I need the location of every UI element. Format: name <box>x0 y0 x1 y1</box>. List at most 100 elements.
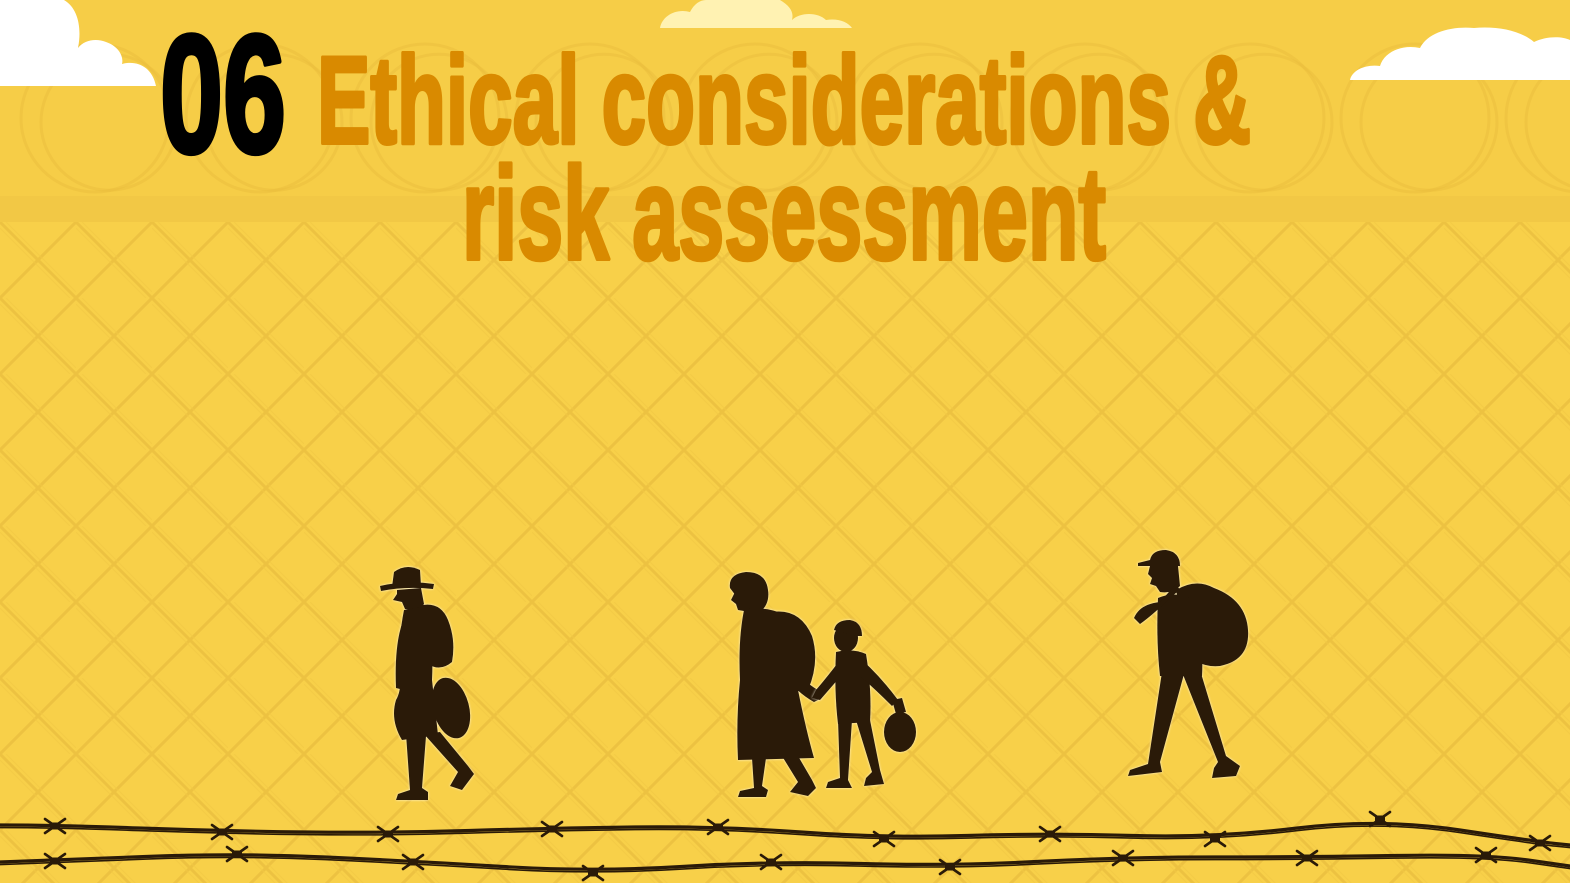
sack <box>772 611 816 692</box>
arm-holding-hand <box>812 660 846 700</box>
barb <box>210 823 234 841</box>
barb <box>1528 834 1552 852</box>
barb-knot <box>588 869 598 877</box>
barb-knot <box>766 858 776 866</box>
coil-loop <box>1194 52 1334 192</box>
coil-loop <box>369 52 509 192</box>
barb <box>581 864 605 882</box>
barb <box>376 825 400 843</box>
head <box>731 590 750 612</box>
slide-title-line-2: risk assessment <box>462 140 1106 287</box>
barbed-wire-strand-upper <box>0 821 1570 847</box>
barb <box>43 852 67 870</box>
barb-knot <box>408 858 418 866</box>
fence-rail <box>0 196 1570 222</box>
coil-loop <box>514 42 666 194</box>
dress <box>737 608 814 760</box>
upper-fence-band <box>0 0 1570 222</box>
barb <box>872 830 896 848</box>
silhouette-child <box>812 620 916 788</box>
barb <box>1038 825 1062 843</box>
barb-knot <box>1535 839 1545 847</box>
cloud-top-center <box>660 0 852 28</box>
silhouette-man-with-cap <box>1128 550 1249 778</box>
barb <box>938 858 962 876</box>
coil-loop <box>1339 42 1491 194</box>
hat-crown <box>392 566 421 587</box>
coil-loop <box>699 52 839 192</box>
barb <box>706 818 730 836</box>
barb-knot <box>1375 815 1385 823</box>
back-leg <box>1182 670 1240 778</box>
bag-knot <box>892 698 906 714</box>
barb <box>1295 849 1319 867</box>
front-leg <box>738 758 768 797</box>
barb-knot <box>1118 854 1128 862</box>
torso <box>1157 594 1203 676</box>
barb <box>225 845 249 863</box>
barb-knot <box>879 835 889 843</box>
cloud-top-right <box>1350 27 1570 80</box>
barbed-wire-strand-upper-twist <box>0 825 1570 849</box>
slide-title-line-1: Ethical considerations & <box>317 32 1251 170</box>
coil-loop <box>1009 42 1161 194</box>
arm <box>786 660 822 702</box>
coil-loop <box>679 42 831 194</box>
hair <box>729 572 769 612</box>
barb <box>540 820 564 838</box>
head <box>393 588 424 611</box>
coil-loop <box>1029 52 1169 192</box>
barb-knot <box>1481 851 1491 859</box>
arm-holding-bag <box>860 660 898 706</box>
coil-loop <box>534 52 674 192</box>
arm <box>395 616 414 690</box>
back-leg <box>424 732 474 790</box>
barb-knot <box>383 830 393 838</box>
barb-knot <box>547 825 557 833</box>
chain-link-fence <box>0 222 1570 883</box>
coil-loop <box>184 42 336 194</box>
coil-loop <box>1504 43 1570 193</box>
back-leg <box>782 756 816 796</box>
coil-loop <box>349 42 501 194</box>
silhouette-man-with-hat <box>380 566 474 800</box>
barb-knot <box>1302 854 1312 862</box>
front-leg <box>826 720 852 788</box>
barb-knot <box>50 857 60 865</box>
coil-loop <box>1524 56 1570 188</box>
coil-loop <box>844 42 996 194</box>
barb <box>1474 846 1498 864</box>
barb <box>401 853 425 871</box>
coil-loop <box>1174 42 1326 194</box>
barb <box>759 853 783 871</box>
cloud-top-left <box>0 0 156 86</box>
hair <box>834 620 862 636</box>
barb-knot <box>1045 830 1055 838</box>
barb-knot <box>217 828 227 836</box>
barbs <box>43 810 1552 882</box>
barb <box>1368 810 1392 828</box>
barb <box>1111 849 1135 867</box>
barbed-wire-strand-lower-twist <box>0 856 1570 873</box>
barb-knot <box>50 822 60 830</box>
barb-knot <box>1210 835 1220 843</box>
back-leg <box>856 720 884 786</box>
sack <box>431 677 471 739</box>
coil-loop <box>864 52 1004 192</box>
silhouette-woman <box>729 572 822 797</box>
bag <box>884 712 916 752</box>
arm <box>1134 584 1180 624</box>
barb-knot <box>232 850 242 858</box>
barb <box>43 817 67 835</box>
barb-knot <box>713 823 723 831</box>
cap <box>1138 550 1180 566</box>
front-leg <box>1128 672 1184 776</box>
head <box>1148 566 1180 593</box>
coil-loop <box>204 52 344 192</box>
section-number: 06 <box>160 0 286 188</box>
